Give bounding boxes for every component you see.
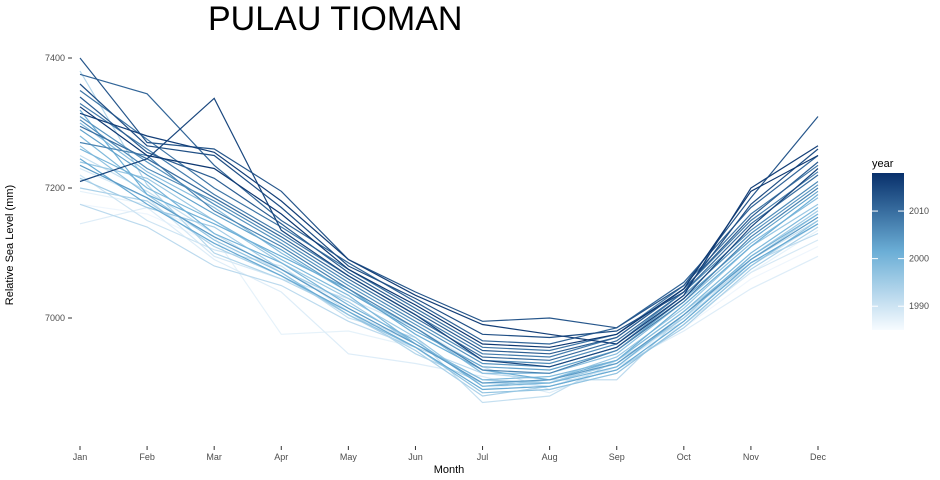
y-axis: 7000 7200 7400 xyxy=(45,53,72,323)
series-line-2013 xyxy=(79,57,819,329)
x-tick-label-may: May xyxy=(340,452,358,462)
series-line-2002 xyxy=(79,158,819,391)
series-line-2001 xyxy=(79,109,819,381)
series-line-2016 xyxy=(79,112,819,345)
x-tick-label-aug: Aug xyxy=(542,452,558,462)
series-line-1998 xyxy=(79,122,819,374)
legend-colorbar xyxy=(872,173,904,330)
legend-title: year xyxy=(872,158,894,170)
x-tick-label-sep: Sep xyxy=(609,452,625,462)
series-line-2017 xyxy=(79,106,819,348)
series-line-1994 xyxy=(79,187,819,397)
x-tick-label-dec: Dec xyxy=(810,452,827,462)
chart-title: PULAU TIOMAN xyxy=(208,0,463,38)
x-tick-label-jun: Jun xyxy=(408,452,423,462)
series-line-2005 xyxy=(79,116,819,368)
x-tick-label-jan: Jan xyxy=(73,452,88,462)
color-legend: year 1990 2000 2010 xyxy=(872,158,929,330)
series-line-1997 xyxy=(79,145,819,394)
legend-tick-label: 2010 xyxy=(909,206,929,216)
series-line-2006 xyxy=(79,119,819,365)
y-tick-label: 7400 xyxy=(45,53,65,63)
x-tick-label-apr: Apr xyxy=(274,452,288,462)
series-line-2010 xyxy=(79,125,819,361)
x-tick-label-feb: Feb xyxy=(139,452,155,462)
y-tick-label: 7000 xyxy=(45,313,65,323)
legend-ticks: 1990 2000 2010 xyxy=(872,206,929,311)
x-tick-label-oct: Oct xyxy=(677,452,692,462)
x-tick-label-nov: Nov xyxy=(743,452,760,462)
series-line-1989 xyxy=(79,167,819,391)
x-axis-title: Month xyxy=(434,464,465,476)
series-line-1993 xyxy=(79,70,819,384)
legend-tick-label: 1990 xyxy=(909,301,929,311)
x-axis: Jan Feb Mar Apr May Jun Jul Aug Sep Oct Nov Dec xyxy=(73,446,827,462)
series-line-2007 xyxy=(79,141,819,374)
series-lines xyxy=(79,57,819,404)
series-line-1999 xyxy=(79,135,819,381)
series-line-2015 xyxy=(79,97,819,368)
x-tick-label-jul: Jul xyxy=(477,452,489,462)
y-axis-title: Relative Sea Level (mm) xyxy=(4,185,16,305)
series-line-2004 xyxy=(79,164,819,384)
legend-tick-label: 2000 xyxy=(909,254,929,264)
y-tick-label: 7200 xyxy=(45,183,65,193)
x-tick-label-mar: Mar xyxy=(206,452,222,462)
